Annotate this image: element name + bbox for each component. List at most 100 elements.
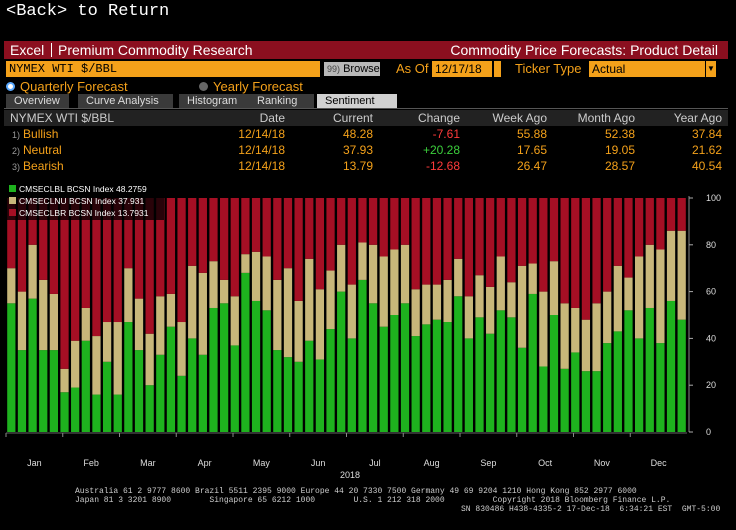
bar-segment bbox=[454, 259, 462, 296]
ticker-input[interactable]: NYMEX WTI $/BBL bbox=[6, 61, 320, 77]
bar-segment bbox=[167, 294, 175, 327]
bar-segment bbox=[422, 324, 430, 432]
row-year-ago: 40.54 bbox=[692, 158, 722, 174]
bar-segment bbox=[18, 350, 26, 432]
bar-segment bbox=[443, 198, 451, 280]
y-tick-label: 80 bbox=[706, 240, 716, 250]
bar-segment bbox=[667, 198, 675, 231]
tab-ranking[interactable]: Ranking bbox=[249, 94, 314, 108]
bar-segment bbox=[571, 352, 579, 432]
bar-segment bbox=[529, 198, 537, 264]
quarterly-forecast-radio[interactable]: Quarterly Forecast bbox=[6, 79, 128, 94]
date-scroll[interactable] bbox=[493, 61, 501, 77]
chevron-down-icon[interactable]: ▼ bbox=[705, 61, 716, 77]
col-change-header: Change bbox=[418, 110, 460, 126]
table-row-bullish[interactable]: 1) Bullish 12/14/18 48.28 -7.61 55.88 52.… bbox=[4, 126, 728, 142]
tab-divider bbox=[4, 108, 728, 109]
bar-segment bbox=[646, 245, 654, 308]
bar-segment bbox=[305, 341, 313, 432]
bar-segment bbox=[188, 338, 196, 432]
bar-segment bbox=[656, 249, 664, 343]
sentiment-chart: 0 20 40 60 80 100 Jan Feb Mar Apr May Jun Jul Aug Sep O… bbox=[0, 176, 736, 488]
bar-segment bbox=[114, 322, 122, 395]
bar-segment bbox=[7, 268, 15, 303]
bar-segment bbox=[507, 282, 515, 317]
bar-segment bbox=[433, 285, 441, 320]
bar-segment bbox=[390, 315, 398, 432]
bar-segment bbox=[412, 336, 420, 432]
footer-line-2: Japan 81 3 3201 8900 Singapore 65 6212 1… bbox=[75, 496, 670, 505]
bar-segment bbox=[284, 268, 292, 357]
bar-segment bbox=[656, 198, 664, 249]
y-tick-label: 60 bbox=[706, 287, 716, 297]
bar-segment bbox=[390, 198, 398, 249]
yearly-forecast-radio[interactable]: Yearly Forecast bbox=[199, 79, 303, 94]
y-tick-label: 100 bbox=[706, 193, 721, 203]
bar-segment bbox=[358, 242, 366, 279]
row-change: +20.28 bbox=[423, 142, 460, 158]
ticker-type-select[interactable]: Actual bbox=[589, 61, 705, 77]
x-tick-label: Oct bbox=[538, 458, 553, 468]
date-input[interactable]: 12/17/18 bbox=[432, 61, 492, 77]
bar-segment bbox=[443, 280, 451, 322]
bar-segment bbox=[624, 198, 632, 278]
bar-segment bbox=[316, 289, 324, 359]
bar-segment bbox=[539, 366, 547, 432]
bar-segment bbox=[433, 320, 441, 432]
bar-segment bbox=[561, 369, 569, 432]
bar-segment bbox=[71, 341, 79, 388]
excel-button[interactable]: Excel bbox=[10, 42, 44, 58]
bar-segment bbox=[486, 287, 494, 334]
y-tick-label: 40 bbox=[706, 333, 716, 343]
bar-segment bbox=[231, 345, 239, 432]
bar-segment bbox=[273, 350, 281, 432]
bar-segment bbox=[7, 303, 15, 432]
bar-segment bbox=[82, 341, 90, 432]
bar-segment bbox=[231, 296, 239, 345]
table-header-row: NYMEX WTI $/BBL Date Current Change Week… bbox=[4, 110, 728, 126]
bar-segment bbox=[241, 198, 249, 254]
col-week-header: Week Ago bbox=[493, 110, 547, 126]
bar-segment bbox=[167, 327, 175, 432]
col-name-header: NYMEX WTI $/BBL bbox=[10, 110, 114, 126]
tab-histogram[interactable]: Histogram bbox=[179, 94, 254, 108]
legend-label: CMSECLBL BCSN Index 48.2759 bbox=[19, 184, 147, 194]
bar-segment bbox=[358, 280, 366, 432]
bar-segment bbox=[454, 198, 462, 259]
bar-segment bbox=[635, 198, 643, 257]
back-to-return-link[interactable]: <Back> to Return bbox=[6, 2, 169, 21]
bar-segment bbox=[252, 301, 260, 432]
bar-segment bbox=[103, 322, 111, 362]
bar-segment bbox=[475, 198, 483, 275]
bar-segment bbox=[571, 308, 579, 352]
bar-segment bbox=[390, 249, 398, 315]
row-name: 1) Bullish bbox=[12, 126, 58, 143]
bar-segment bbox=[678, 320, 686, 432]
as-of-label: As Of bbox=[396, 61, 429, 76]
bar-segment bbox=[603, 292, 611, 343]
tab-curve-analysis[interactable]: Curve Analysis bbox=[78, 94, 173, 108]
bar-segment bbox=[369, 303, 377, 432]
bar-segment bbox=[326, 198, 334, 271]
bar-segment bbox=[475, 275, 483, 317]
bar-segment bbox=[316, 359, 324, 432]
bar-segment bbox=[39, 280, 47, 350]
bar-segment bbox=[667, 231, 675, 301]
row-date: 12/14/18 bbox=[238, 126, 285, 142]
bar-segment bbox=[529, 294, 537, 432]
table-row-bearish[interactable]: 3) Bearish 12/14/18 13.79 -12.68 26.47 28… bbox=[4, 158, 728, 174]
bar-segment bbox=[603, 198, 611, 292]
tab-overview[interactable]: Overview bbox=[6, 94, 69, 108]
bar-segment bbox=[433, 198, 441, 285]
tab-sentiment[interactable]: Sentiment bbox=[317, 94, 397, 108]
row-date: 12/14/18 bbox=[238, 158, 285, 174]
bar-segment bbox=[50, 350, 58, 432]
bar-segment bbox=[401, 303, 409, 432]
bar-segment bbox=[656, 343, 664, 432]
row-change: -12.68 bbox=[426, 158, 460, 174]
table-row-neutral[interactable]: 2) Neutral 12/14/18 37.93 +20.28 17.65 19… bbox=[4, 142, 728, 158]
browse-button[interactable]: 99) Browse bbox=[324, 62, 380, 76]
x-tick-label: Jul bbox=[369, 458, 381, 468]
yearly-forecast-label: Yearly Forecast bbox=[213, 79, 303, 94]
bar-segment bbox=[380, 257, 388, 327]
